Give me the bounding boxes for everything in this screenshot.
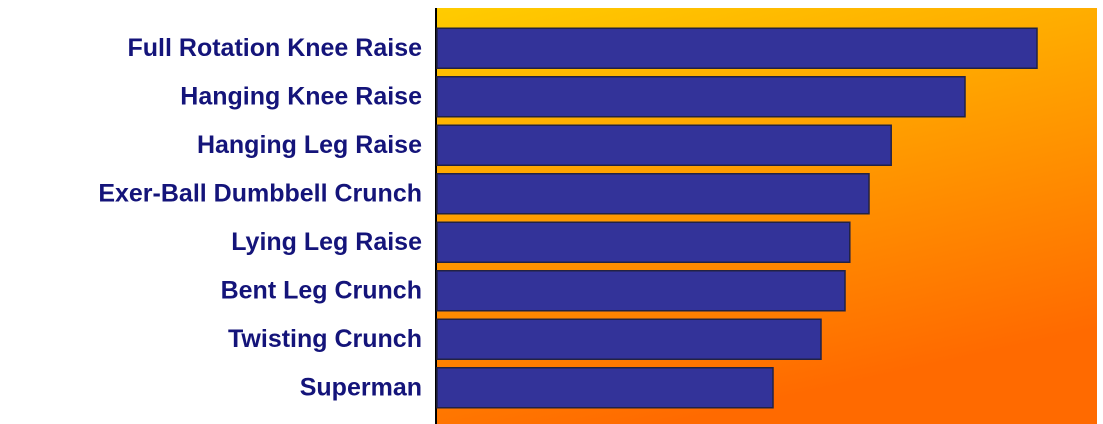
bar xyxy=(436,318,822,360)
bar xyxy=(436,76,966,118)
bar xyxy=(436,367,774,409)
bar xyxy=(436,124,892,166)
y-tick-label: Full Rotation Knee Raise xyxy=(128,34,423,62)
y-tick-label: Exer-Ball Dumbbell Crunch xyxy=(98,179,422,207)
y-tick-label: Lying Leg Raise xyxy=(231,228,422,256)
bar xyxy=(436,27,1038,69)
y-tick-label: Hanging Leg Raise xyxy=(197,131,422,159)
bar xyxy=(436,173,870,215)
y-tick-label: Superman xyxy=(300,373,422,401)
y-tick-label: Twisting Crunch xyxy=(228,325,422,353)
y-tick-label: Bent Leg Crunch xyxy=(221,276,422,304)
plot-area xyxy=(437,8,1097,424)
bar xyxy=(436,270,846,312)
bar xyxy=(436,221,851,263)
y-tick-label: Hanging Knee Raise xyxy=(180,82,422,110)
